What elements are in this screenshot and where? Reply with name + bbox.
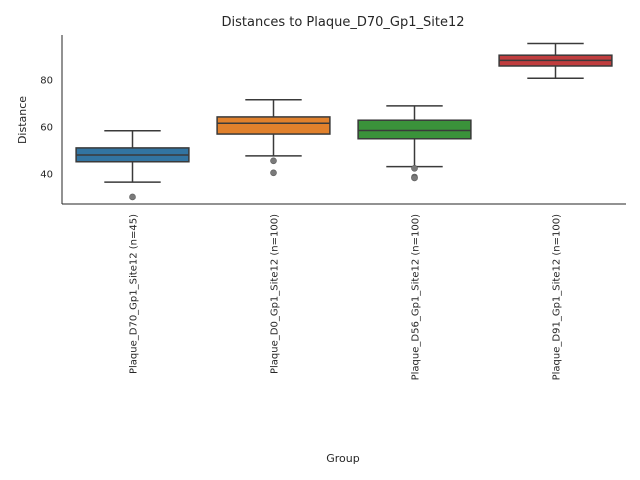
outlier-point-3 [411, 174, 418, 182]
box-group-2 [216, 99, 331, 177]
box-iqr [216, 116, 331, 135]
outlier-point-1 [411, 165, 418, 172]
y-tick-label-40: 40 [40, 169, 53, 180]
box-group-1 [75, 130, 190, 201]
y-tick-label-80: 80 [40, 76, 53, 87]
x-tick-label-3: Plaque_D56_Gp1_Site12 (n=100) [411, 214, 422, 380]
outlier-point-1 [270, 157, 277, 165]
y-axis-ticks: 40 60 80 [40, 76, 53, 181]
chart-title: Distances to Plaque_D70_Gp1_Site12 [222, 15, 465, 30]
box-group-4 [498, 42, 613, 79]
x-tick-label-4: Plaque_D91_Gp1_Site12 (n=100) [552, 214, 563, 380]
plot-area [75, 42, 613, 201]
outlier-point-1 [129, 193, 136, 201]
box-iqr [357, 119, 472, 140]
outlier-point-2 [270, 169, 277, 177]
x-axis-title: Group [326, 452, 360, 465]
y-axis-title: Distance [16, 96, 29, 144]
x-tick-label-1: Plaque_D70_Gp1_Site12 (n=45) [129, 214, 140, 374]
x-axis-ticks: Plaque_D70_Gp1_Site12 (n=45) Plaque_D0_Gp… [129, 214, 563, 380]
x-tick-label-2: Plaque_D0_Gp1_Site12 (n=100) [270, 214, 281, 374]
box-group-3 [357, 105, 472, 182]
y-tick-label-60: 60 [40, 123, 53, 134]
